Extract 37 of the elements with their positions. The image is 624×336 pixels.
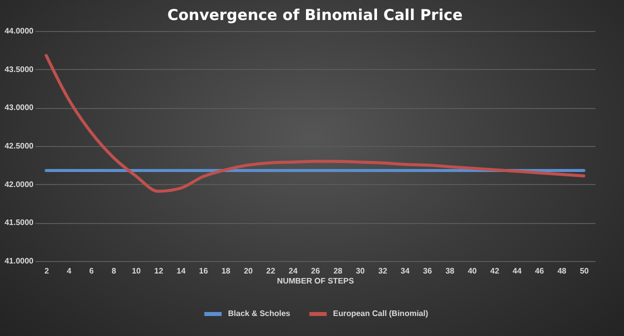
x-tick-label: 34 <box>400 266 410 276</box>
x-tick-label: 28 <box>333 266 343 276</box>
x-tick-label: 6 <box>89 266 94 276</box>
x-tick-label: 26 <box>311 266 320 276</box>
x-tick-label: 14 <box>176 266 186 276</box>
y-tick-label: 41.0000 <box>4 256 34 266</box>
legend-label: European Call (Binomial) <box>333 309 428 318</box>
y-tick-label: 43.0000 <box>4 103 34 112</box>
x-tick-label: 4 <box>66 266 72 276</box>
x-tick-label: 38 <box>445 266 455 276</box>
line-series <box>44 54 586 193</box>
x-tick-label: 18 <box>221 266 231 276</box>
x-tick-label: 40 <box>468 266 478 276</box>
x-tick-label: 20 <box>244 266 254 276</box>
y-tick-label: 41.5000 <box>4 218 34 228</box>
x-tick-label: 48 <box>557 266 567 276</box>
x-tick-label: 30 <box>356 266 366 276</box>
x-tick-label: 32 <box>378 266 388 276</box>
y-tick-label: 42.5000 <box>4 142 34 150</box>
x-tick-label: 16 <box>199 266 208 276</box>
y-tick-label: 43.5000 <box>4 64 34 74</box>
x-tick-label: 36 <box>423 266 432 276</box>
x-axis-title: NUMBER OF STEPS <box>277 276 355 286</box>
x-tick-label: 44 <box>512 266 522 276</box>
x-tick-label: 24 <box>288 266 298 276</box>
x-tick-label: 50 <box>580 266 590 276</box>
x-tick-label: 10 <box>132 266 142 276</box>
x-tick-label: 42 <box>490 266 500 276</box>
legend-label: Black & Scholes <box>228 309 291 318</box>
y-tick-label: 44.0000 <box>4 26 34 36</box>
x-tick-label: 12 <box>154 266 164 276</box>
x-tick-label: 2 <box>44 266 50 276</box>
y-tick-label: 42.0000 <box>4 180 34 189</box>
chart-title: Convergence of Binomial Call Price <box>167 6 463 24</box>
x-tick-label: 8 <box>112 266 117 276</box>
x-tick-label: 46 <box>535 266 544 276</box>
x-tick-label: 22 <box>266 266 276 276</box>
